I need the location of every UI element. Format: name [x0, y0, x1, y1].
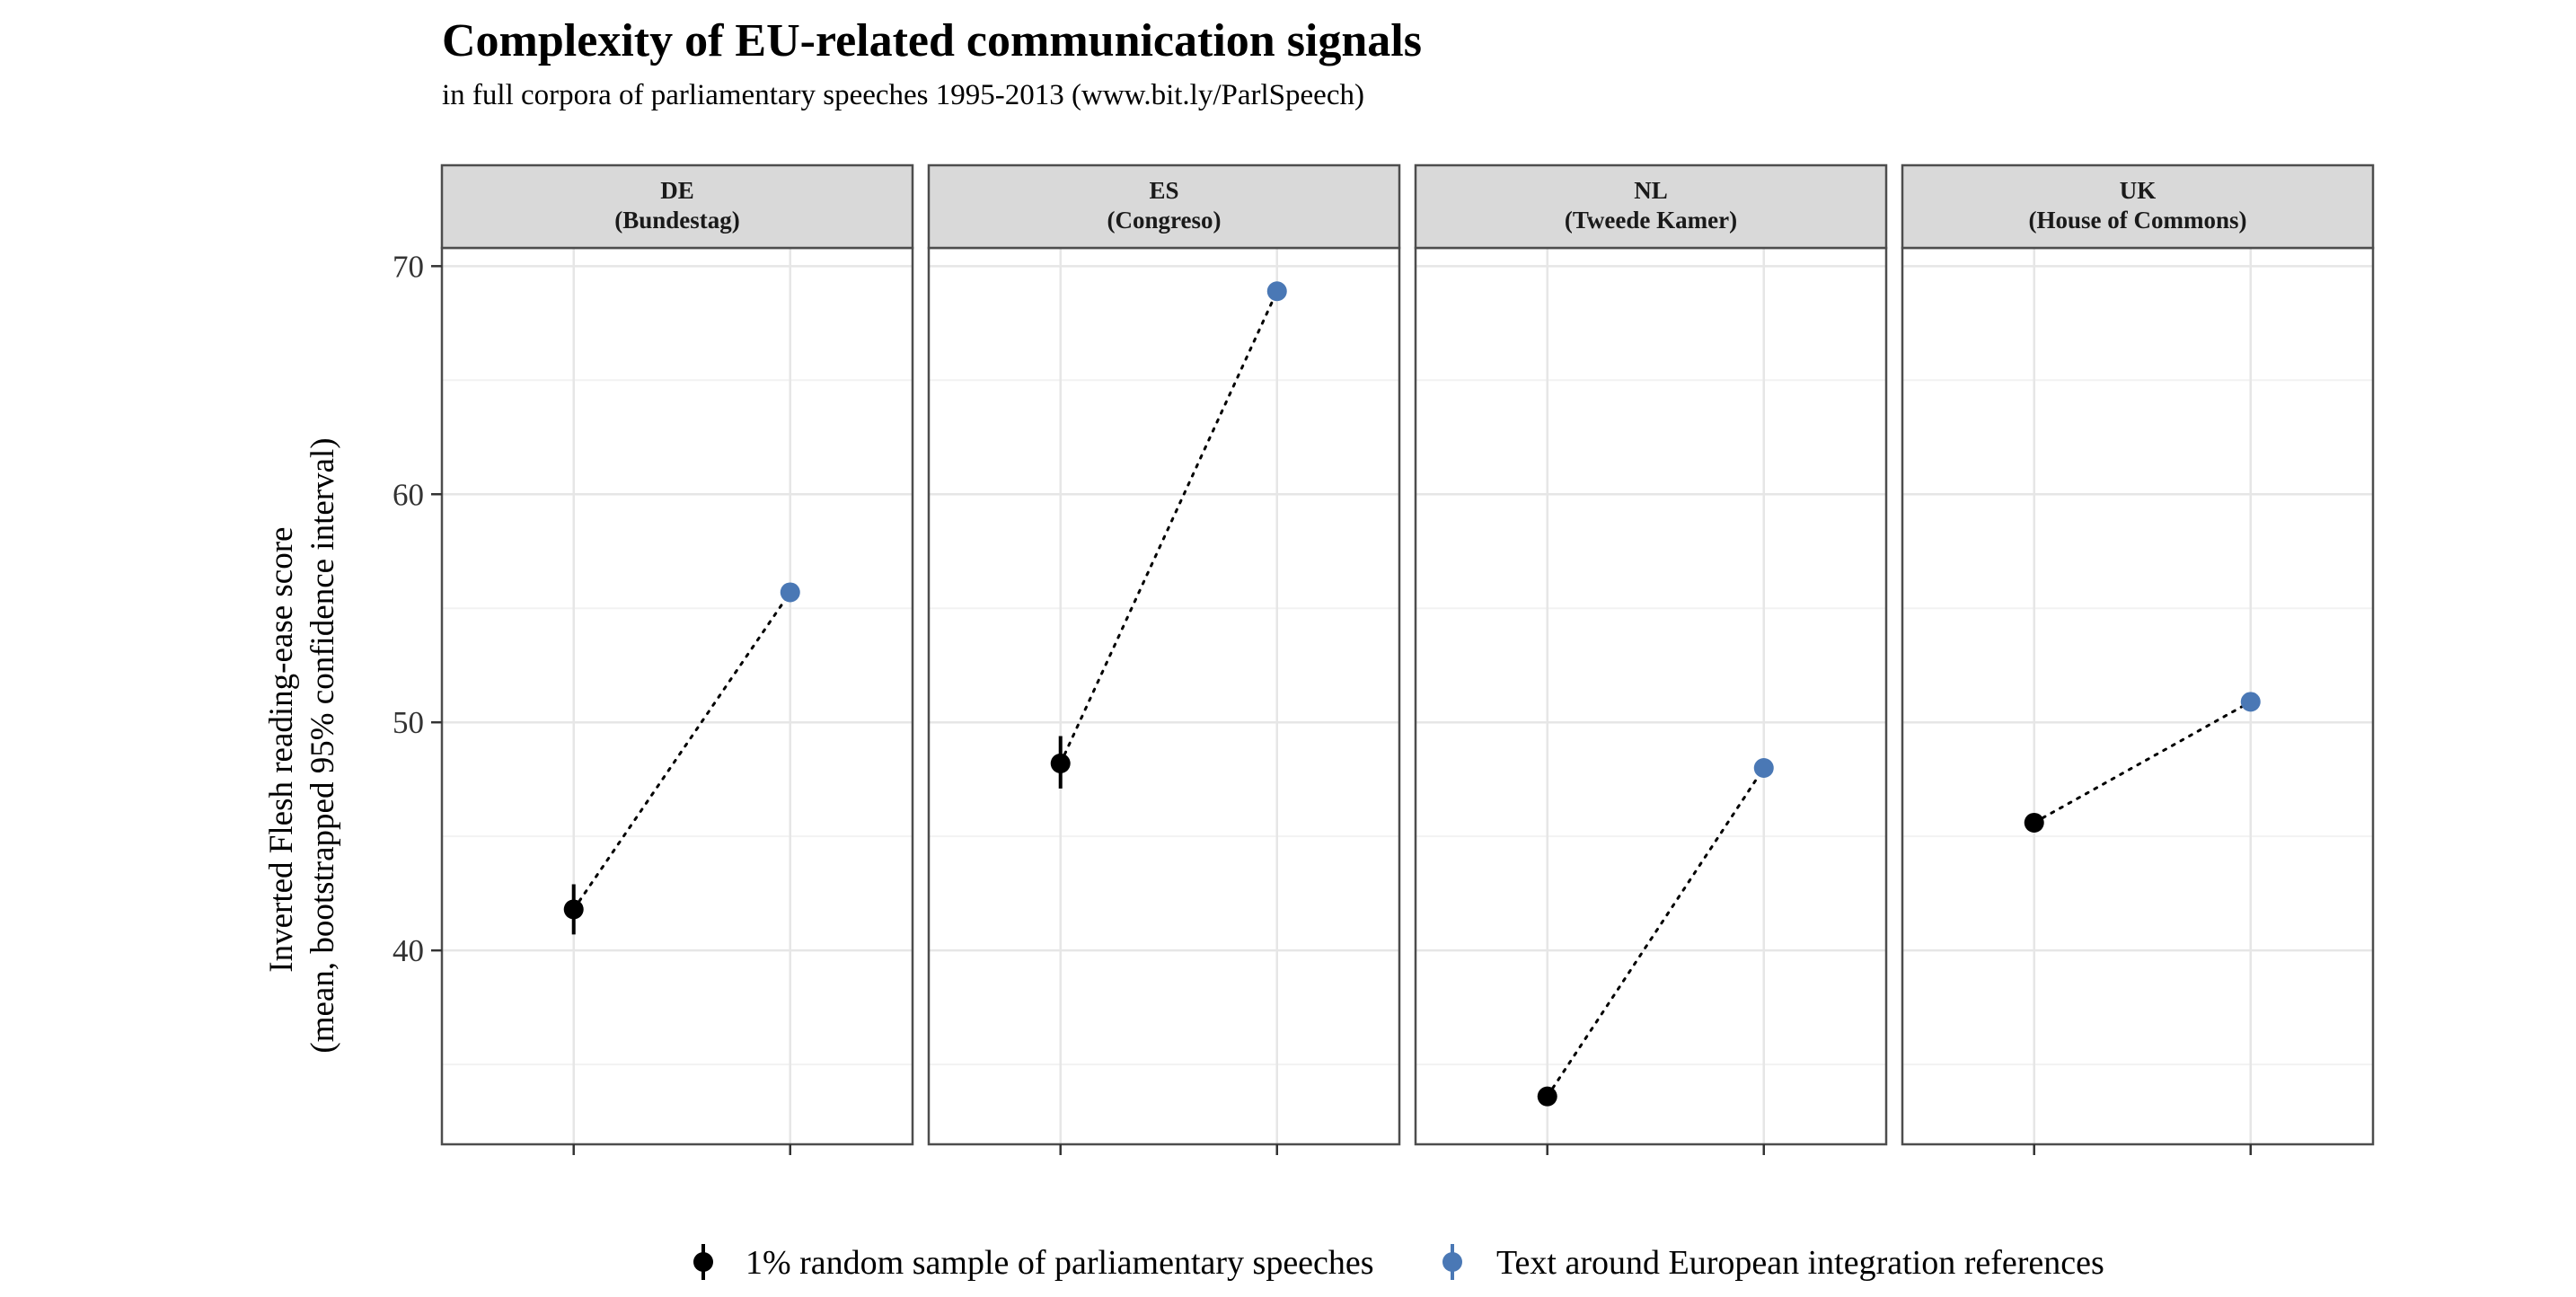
y-tick-label: 40 — [393, 933, 424, 968]
facet-panel-nl: NL (Tweede Kamer) — [1414, 163, 1888, 1155]
panel-background — [1902, 248, 2373, 1144]
y-tick-label: 50 — [393, 705, 424, 740]
y-tick-label: 60 — [393, 477, 424, 512]
facet-label-bottom: (Tweede Kamer) — [1565, 207, 1737, 234]
facet-strip — [1414, 163, 1888, 250]
connecting-line — [1546, 766, 1766, 1098]
facet-label-top: ES — [1149, 177, 1178, 204]
facet-panel-es: ES (Congreso) — [927, 163, 1401, 1155]
data-point-random-sample — [2024, 812, 2044, 833]
legend-item: Text around European integration referen… — [1442, 1244, 2104, 1282]
facet-label-top: NL — [1634, 177, 1668, 204]
facet-panel-de: DE (Bundestag) 40 50 60 70 — [393, 163, 914, 1155]
facet-label-bottom: (Congreso) — [1107, 207, 1222, 234]
panel-background — [442, 248, 913, 1144]
data-point-random-sample — [1050, 753, 1071, 773]
facet-label-top: UK — [2120, 177, 2157, 204]
data-point-random-sample — [563, 899, 584, 920]
data-point-eu-references — [780, 582, 800, 603]
connecting-line — [1059, 289, 1279, 765]
facet-label-bottom: (Bundestag) — [614, 207, 740, 234]
y-axis-label-line-1: Inverted Flesh reading-ease score — [263, 527, 300, 973]
legend-item: 1% random sample of parliamentary speech… — [693, 1244, 1374, 1282]
legend-key-point — [1442, 1252, 1462, 1272]
panel-background — [929, 248, 1399, 1144]
facet-strip — [927, 163, 1401, 250]
chart-subtitle: in full corpora of parliamentary speeche… — [442, 79, 1364, 111]
data-point-random-sample — [1537, 1086, 1557, 1107]
legend-label: 1% random sample of parliamentary speech… — [745, 1244, 1374, 1282]
facet-strip — [440, 163, 914, 250]
y-tick-label: 70 — [393, 249, 424, 284]
facet-strip — [1901, 163, 2375, 250]
facet-panels: DE (Bundestag) 40 50 60 70 ES (Congreso) NL (Twee… — [393, 163, 2375, 1155]
y-axis-label-line-2: (mean, bootstrapped 95% confidence inter… — [304, 437, 341, 1053]
legend-key-point — [693, 1252, 713, 1272]
chart-title: Complexity of EU-related communication s… — [442, 15, 1422, 66]
data-point-eu-references — [2240, 692, 2261, 712]
connecting-line — [572, 590, 792, 911]
data-point-eu-references — [1753, 757, 1774, 778]
facet-label-top: DE — [660, 177, 694, 204]
data-point-eu-references — [1266, 281, 1287, 302]
legend-label: Text around European integration referen… — [1496, 1244, 2104, 1282]
connecting-line — [2033, 700, 2253, 825]
legend: 1% random sample of parliamentary speech… — [693, 1244, 2104, 1282]
y-axis-label: Inverted Flesh reading-ease score (mean,… — [263, 437, 341, 1053]
facet-label-bottom: (House of Commons) — [2029, 207, 2247, 234]
panel-background — [1416, 248, 1886, 1144]
facet-panel-uk: UK (House of Commons) — [1901, 163, 2375, 1155]
